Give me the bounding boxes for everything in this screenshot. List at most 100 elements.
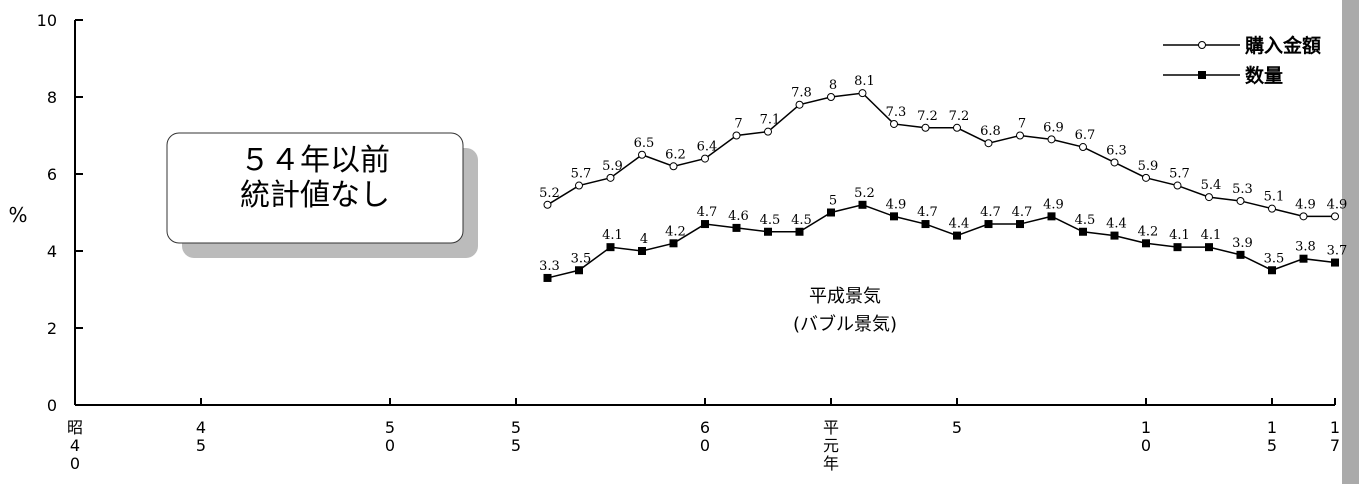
value-label: 4.9 — [1327, 197, 1348, 212]
value-label: 6.3 — [1106, 143, 1127, 158]
marker — [1268, 266, 1276, 275]
marker — [858, 200, 867, 209]
marker — [606, 173, 615, 182]
marker — [543, 200, 552, 209]
x-tick-label: 5 — [952, 418, 962, 437]
value-label: 4.5 — [791, 213, 812, 228]
marker — [1110, 231, 1119, 240]
marker — [1331, 212, 1339, 221]
marker — [701, 220, 709, 229]
marker — [669, 239, 678, 248]
marker — [764, 127, 772, 136]
value-label: 4.9 — [886, 197, 907, 212]
series-line — [547, 204, 1336, 279]
marker — [921, 220, 930, 229]
annotation: 平成景気 — [809, 286, 881, 307]
legend-marker — [1198, 41, 1206, 49]
marker — [543, 273, 552, 282]
value-label: 7.8 — [791, 86, 812, 101]
y-tick-label: 6 — [47, 165, 57, 184]
value-label: 4.7 — [980, 205, 1001, 220]
marker — [764, 227, 772, 236]
legend-label: 数量 — [1245, 64, 1283, 87]
annotation: ５４年以前 — [240, 143, 390, 178]
marker — [1110, 158, 1119, 167]
value-label: 4.1 — [1201, 228, 1222, 243]
value-label: 4.1 — [1169, 228, 1190, 243]
value-label: 3.9 — [1232, 236, 1253, 251]
marker — [1299, 212, 1308, 221]
value-label: 7.3 — [886, 105, 907, 120]
x-tick-label: 平元年 — [823, 418, 839, 473]
marker — [1205, 243, 1213, 252]
value-label: 7.2 — [949, 109, 970, 124]
marker — [1079, 227, 1087, 236]
value-label: 4.5 — [760, 213, 781, 228]
value-label: 4 — [640, 232, 648, 247]
value-label: 8 — [829, 78, 837, 93]
marker — [1173, 181, 1182, 190]
value-label: 5.2 — [854, 186, 875, 201]
marker — [1047, 212, 1056, 221]
value-label: 8.1 — [854, 74, 875, 89]
value-label: 3.5 — [571, 251, 592, 266]
marker — [575, 181, 583, 190]
marker — [638, 247, 646, 255]
y-tick-label: 4 — [47, 242, 57, 261]
value-label: 3.7 — [1327, 244, 1348, 259]
marker — [669, 162, 678, 171]
value-label: 4.4 — [949, 217, 970, 232]
marker — [1236, 196, 1245, 205]
value-label: 6.8 — [980, 124, 1001, 139]
marker — [1173, 243, 1182, 252]
marker — [606, 243, 615, 252]
marker — [1299, 254, 1308, 263]
y-tick-label: 8 — [47, 88, 57, 107]
value-label: 4.7 — [917, 205, 938, 220]
value-label: 7 — [734, 117, 742, 132]
marker — [890, 212, 898, 221]
marker — [795, 100, 804, 109]
value-label: 5.7 — [1169, 167, 1190, 182]
value-label: 4.7 — [1012, 205, 1033, 220]
value-label: 3.3 — [539, 259, 560, 274]
value-label: 4.6 — [728, 209, 749, 224]
marker — [921, 123, 930, 132]
value-label: 3.5 — [1264, 251, 1285, 266]
value-label: 5 — [829, 194, 837, 209]
y-tick-label: 2 — [47, 319, 57, 338]
legend-label: 購入金額 — [1245, 34, 1321, 57]
value-label: 6.7 — [1075, 128, 1096, 143]
value-label: 4.2 — [665, 224, 686, 239]
value-label: 7.1 — [760, 113, 781, 128]
marker — [953, 123, 961, 132]
value-label: 4.1 — [602, 228, 623, 243]
value-label: 6.5 — [634, 136, 655, 151]
marker — [1331, 258, 1339, 267]
value-label: 4.2 — [1138, 224, 1159, 239]
marker — [1016, 131, 1024, 140]
value-label: 5.9 — [602, 159, 623, 174]
marker — [1268, 204, 1276, 213]
value-label: 7 — [1018, 117, 1026, 132]
value-label: 6.9 — [1043, 120, 1064, 135]
annotation-box — [166, 132, 464, 244]
value-label: 5.3 — [1232, 182, 1253, 197]
marker — [1205, 193, 1213, 202]
marker — [732, 131, 741, 140]
marker — [1016, 220, 1024, 229]
marker — [827, 93, 835, 101]
marker — [795, 227, 804, 236]
value-label: 4.9 — [1295, 197, 1316, 212]
y-tick-label: 10 — [37, 11, 57, 30]
y-axis-label: % — [8, 203, 27, 227]
marker — [701, 154, 709, 163]
value-label: 4.7 — [697, 205, 718, 220]
marker — [1047, 135, 1056, 144]
marker — [827, 208, 835, 217]
value-label: 4.4 — [1106, 217, 1127, 232]
